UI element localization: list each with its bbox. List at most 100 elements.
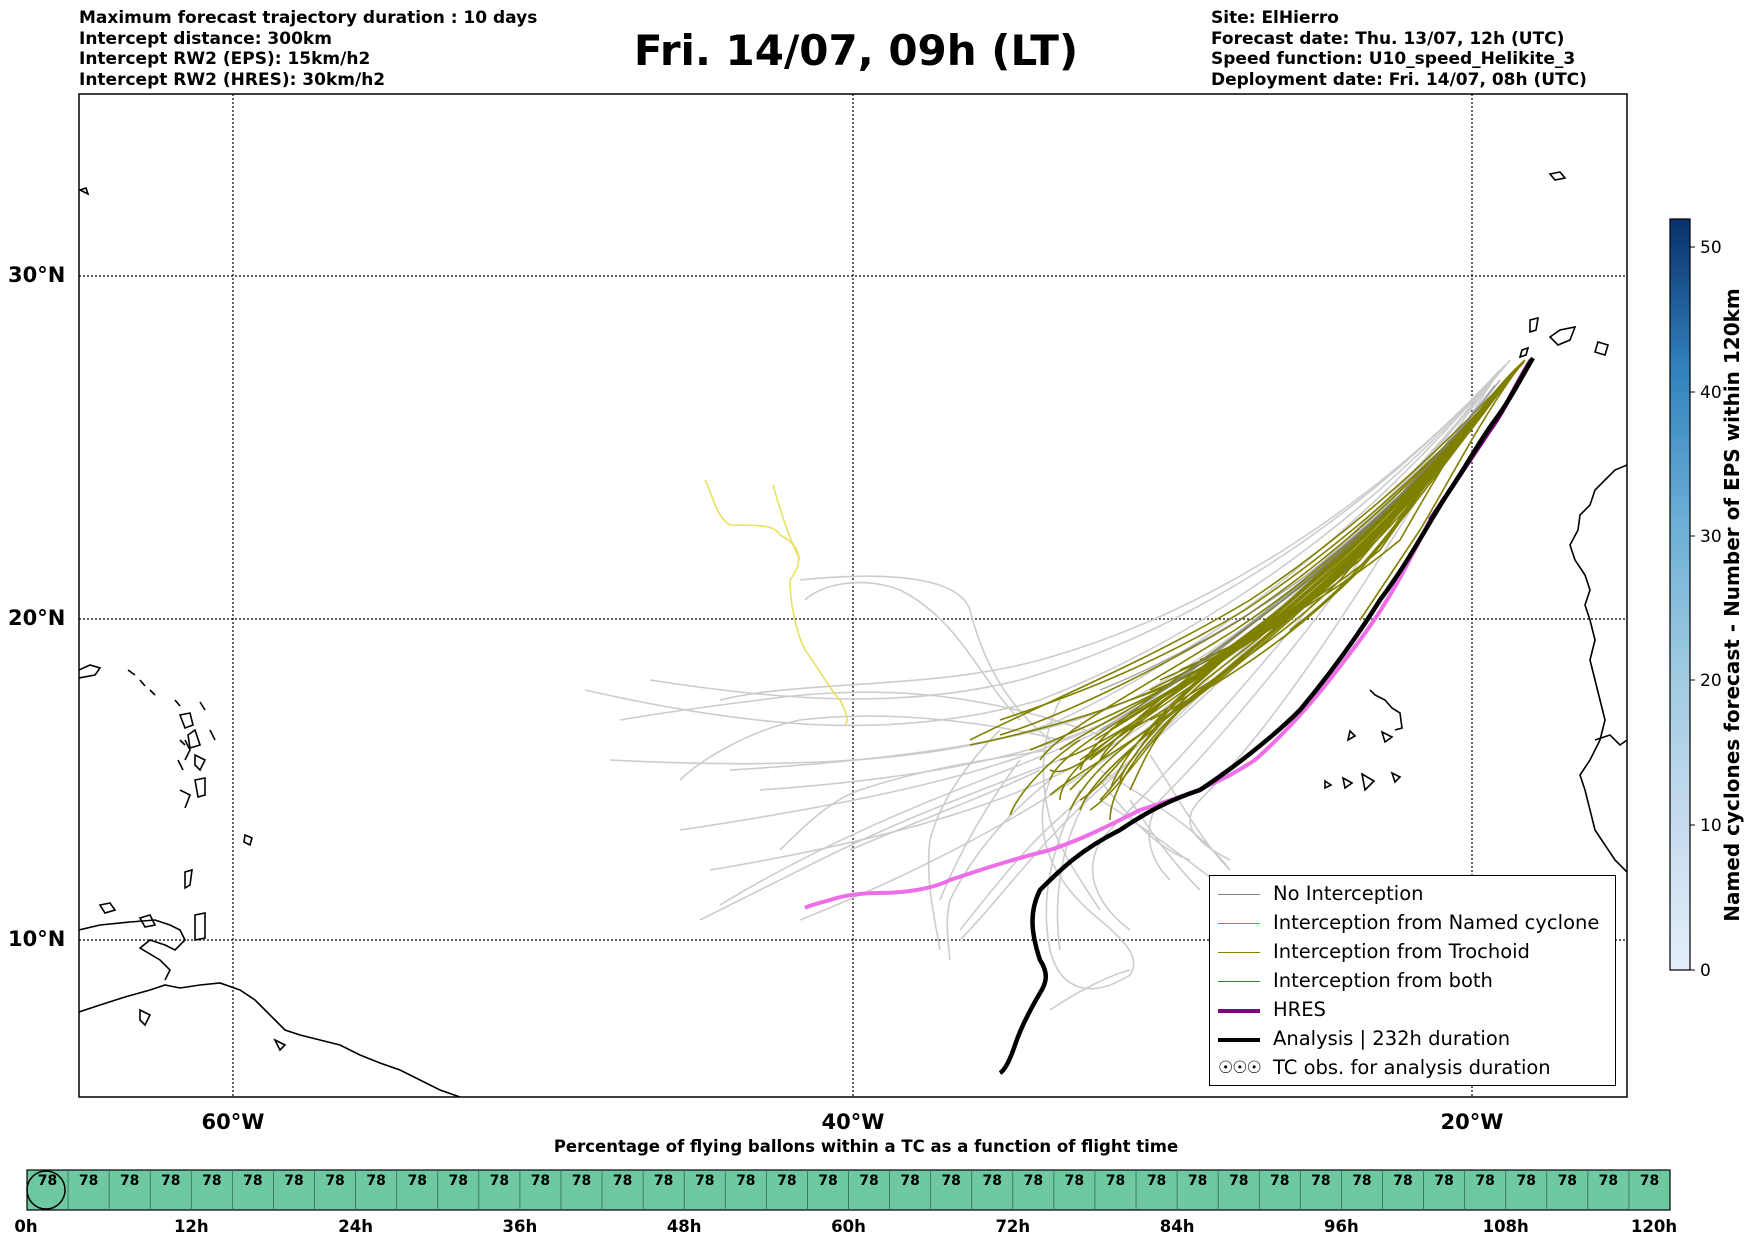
timeline-cell: 78 (448, 1173, 469, 1189)
caribbean-island-7 (178, 712, 194, 730)
timeline-tick-label: 24h (338, 1217, 373, 1236)
timeline-tick-label: 108h (1482, 1217, 1529, 1236)
timeline-cell: 78 (1105, 1173, 1126, 1189)
canary-2 (1548, 325, 1577, 346)
intercept-eps-text: Intercept RW2 (EPS): 15km/h2 (79, 49, 371, 69)
timeline-cell: 78 (1352, 1173, 1372, 1189)
timeline-cell: 78 (161, 1173, 181, 1189)
canary-3 (1594, 341, 1609, 356)
timeline-cell: 78 (1187, 1173, 1208, 1189)
legend-item-tc-obs: ☉☉☉ TC obs. for analysis duration (1218, 1056, 1551, 1079)
timeline-cell: 78 (736, 1173, 756, 1189)
legend-item-analysis: Analysis | 232h duration (1210, 1027, 1610, 1053)
timeline-cell: 78 (1146, 1173, 1167, 1189)
colorbar-tick-10: 10 (1700, 816, 1722, 836)
caribbean-island-6 (187, 728, 202, 750)
colorbar (1669, 218, 1691, 971)
lat-label-10n: 10°N (8, 927, 66, 951)
lon-label-60w: 60°W (201, 1110, 265, 1134)
speed-function-text: Speed function: U10_speed_Helikite_3 (1211, 49, 1576, 69)
trinidad (194, 912, 206, 941)
legend-item-trochoid: Interception from Trochoid (1210, 940, 1610, 966)
caribbean-island-3 (184, 868, 193, 890)
timeline-tick-label: 48h (666, 1217, 702, 1236)
timeline-cell: 78 (1516, 1173, 1536, 1189)
intercept-hres-text: Intercept RW2 (HRES): 30km/h2 (79, 69, 386, 90)
madeira (1548, 171, 1567, 181)
colorbar-tick-0: 0 (1700, 961, 1711, 981)
timeline-cell: 78 (37, 1173, 58, 1189)
canary-4 (1518, 346, 1530, 359)
analysis-track (998, 356, 1535, 1075)
timeline-cell: 78 (777, 1173, 797, 1189)
west-africa-coast (1569, 464, 1627, 873)
legend-item-no-interception: No Interception (1210, 882, 1610, 908)
timeline-cell: 78 (1270, 1173, 1290, 1189)
north-antilles (79, 664, 102, 679)
africa-bulge (1594, 734, 1627, 747)
timeline-cell: 78 (982, 1173, 1002, 1189)
timeline-cell: 78 (78, 1173, 99, 1189)
colorbar-tick-30: 30 (1700, 527, 1722, 547)
timeline-separators (67, 1170, 1630, 1210)
timeline-current-marker (26, 1170, 66, 1210)
timeline-tick-label: 0h (14, 1217, 38, 1236)
grey-overlay-tracks (1099, 379, 1501, 731)
max-duration-text: Maximum forecast trajectory duration : 1… (79, 8, 538, 28)
timeline-cell: 78 (1064, 1173, 1085, 1189)
caribbean-island-11 (139, 1008, 152, 1027)
timeline-cell: 78 (941, 1173, 961, 1189)
canary-1 (1529, 316, 1539, 334)
timeline-cell: 78 (243, 1173, 263, 1189)
cape-verde-1 (1369, 689, 1403, 731)
timeline-cell: 78 (653, 1173, 674, 1189)
south-america-coast (79, 982, 461, 1097)
caribbean-island-5 (194, 753, 207, 772)
timeline-tick-label: 60h (831, 1217, 866, 1236)
timeline-tick-label: 96h (1324, 1217, 1359, 1236)
cape-verde-6 (1390, 771, 1402, 784)
colorbar-ticks (1690, 246, 1695, 971)
caribbean-island-1 (98, 902, 117, 914)
caribbean-island-9 (179, 789, 192, 809)
map-title: Fri. 14/07, 09h (LT) (633, 26, 1079, 75)
caribbean-island-12 (273, 1038, 287, 1052)
timeline-tick-label: 72h (995, 1217, 1031, 1236)
caribbean-island-8 (184, 739, 191, 761)
timeline-cell: 78 (1023, 1173, 1044, 1189)
lon-label-40w: 40°W (821, 1110, 885, 1134)
timeline-cell: 78 (284, 1173, 304, 1189)
timeline-cell: 78 (694, 1173, 715, 1189)
timeline-tick-label: 36h (502, 1217, 538, 1236)
cape-verde-7 (1324, 779, 1333, 790)
timeline-tick-label: 84h (1159, 1217, 1195, 1236)
timeline-cell: 78 (325, 1173, 345, 1189)
forecast-date-text: Forecast date: Thu. 13/07, 12h (UTC) (1211, 28, 1565, 49)
deployment-date-text: Deployment date: Fri. 14/07, 08h (UTC) (1211, 69, 1587, 90)
timeline-cell: 78 (530, 1173, 551, 1189)
yellow-tracks (704, 479, 848, 726)
timeline-cell: 78 (571, 1173, 592, 1189)
azores-dot (79, 186, 90, 196)
timeline-cell: 78 (1557, 1173, 1578, 1189)
timeline-cell: 78 (1639, 1173, 1660, 1189)
lat-label-20n: 20°N (8, 606, 66, 630)
timeline-cell: 78 (407, 1173, 427, 1189)
cape-verde-4 (1341, 776, 1354, 790)
run-parameters: Maximum forecast trajectory duration : 1… (79, 8, 537, 90)
caribbean-island-10 (243, 833, 253, 847)
cape-verde-3 (1380, 730, 1394, 744)
timeline-cell: 78 (818, 1173, 838, 1189)
colorbar-tick-20: 20 (1700, 671, 1722, 691)
timeline-title: Percentage of flying ballons within a TC… (553, 1137, 1179, 1156)
antilles-chain (127, 669, 216, 771)
site-info: Site: ElHierro Forecast date: Thu. 13/07… (1211, 8, 1587, 90)
timeline-cell: 78 (612, 1173, 633, 1189)
legend-item-hres: HRES (1210, 998, 1610, 1024)
timeline-cell: 78 (1311, 1173, 1331, 1189)
cape-verde-2 (1346, 729, 1357, 742)
timeline-tick-label: 120h (1630, 1217, 1678, 1236)
intercept-distance-text: Intercept distance: 300km (79, 28, 332, 49)
colorbar-tick-50: 50 (1700, 238, 1722, 258)
